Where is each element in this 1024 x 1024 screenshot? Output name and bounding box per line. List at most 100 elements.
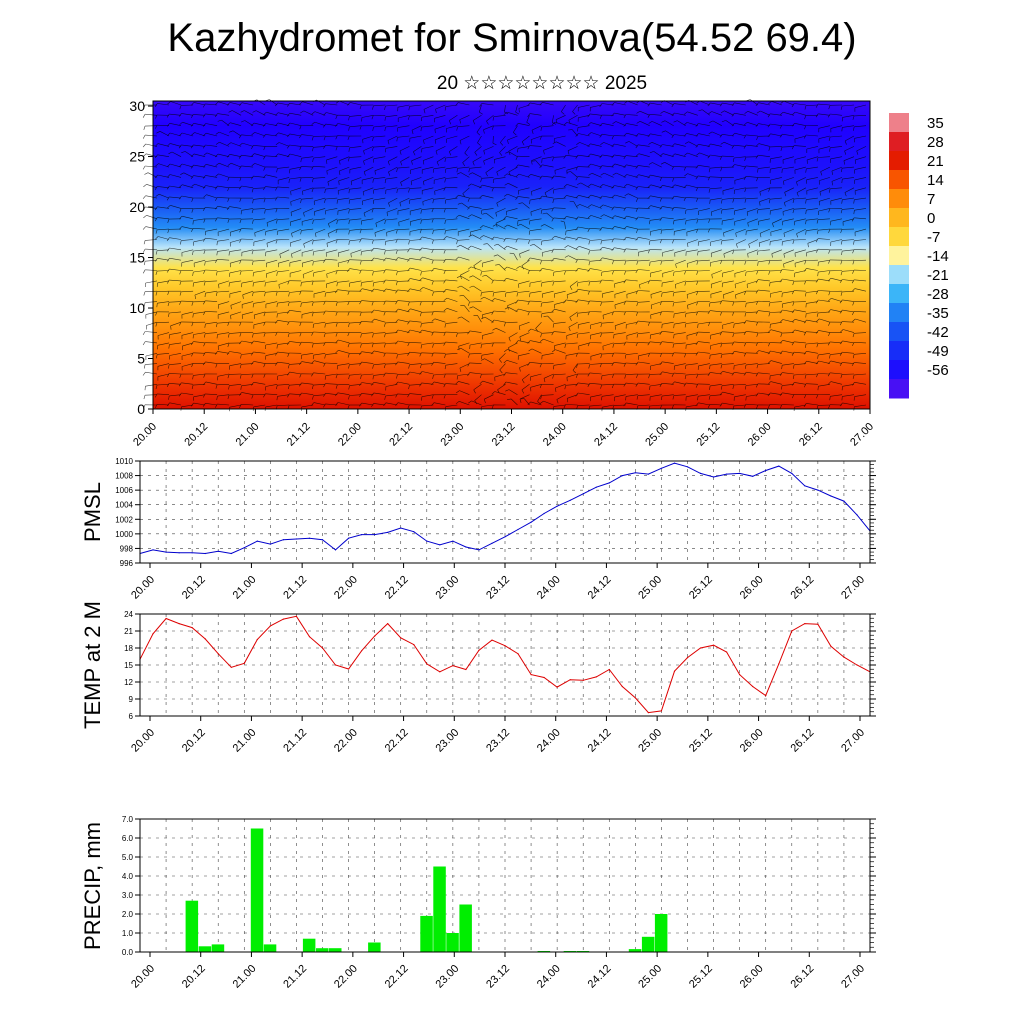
wind-barb bbox=[206, 152, 218, 157]
wind-barb bbox=[542, 353, 554, 356]
wind-barb-flag bbox=[755, 392, 759, 397]
wind-barb-flag bbox=[553, 272, 555, 277]
precip-bar bbox=[446, 933, 459, 952]
wind-barb-flag bbox=[324, 292, 326, 297]
wind-barb bbox=[145, 248, 158, 251]
pmsl-series-line bbox=[139, 462, 871, 555]
wind-barb-flag bbox=[360, 333, 362, 338]
wind-barb bbox=[510, 398, 518, 406]
wind-barb bbox=[481, 342, 494, 345]
y-tick-label: 6 bbox=[129, 712, 134, 721]
wind-barb-flag bbox=[659, 153, 664, 157]
wind-barb bbox=[218, 101, 230, 106]
wind-barb bbox=[613, 362, 626, 364]
wind-barb-flag bbox=[755, 123, 759, 127]
wind-barb-flag bbox=[166, 258, 170, 262]
temp2m-point bbox=[804, 623, 806, 625]
wind-barb bbox=[601, 279, 614, 282]
wind-barb-flag bbox=[519, 367, 521, 372]
wind-barb-flag bbox=[190, 341, 194, 346]
wind-barb-flag bbox=[743, 176, 747, 180]
temp2m-point bbox=[856, 664, 858, 666]
wind-barb bbox=[577, 216, 590, 220]
wind-barb-flag bbox=[756, 177, 759, 182]
y-tick-label: 9 bbox=[129, 695, 134, 704]
wind-barb bbox=[565, 384, 578, 386]
wind-barb-flag bbox=[720, 354, 723, 359]
wind-barb-flag bbox=[599, 103, 603, 108]
wind-barb bbox=[747, 111, 758, 116]
wind-barb bbox=[567, 146, 578, 151]
wind-barb bbox=[842, 394, 855, 397]
wind-barb bbox=[770, 381, 782, 385]
wind-barb bbox=[806, 301, 818, 304]
wind-barb bbox=[482, 184, 494, 189]
wind-barb bbox=[818, 270, 830, 273]
wind-barb bbox=[614, 185, 626, 189]
wind-barb-flag bbox=[796, 192, 799, 197]
wind-barb bbox=[770, 208, 782, 211]
wind-barb-flag bbox=[142, 341, 146, 346]
wind-barb-flag bbox=[541, 241, 543, 246]
wind-barb bbox=[244, 110, 254, 116]
pmsl-point bbox=[530, 521, 532, 523]
wind-barb-flag bbox=[828, 291, 831, 296]
wind-barb-flag bbox=[299, 321, 302, 327]
wind-barb bbox=[205, 332, 218, 334]
wind-barb bbox=[422, 329, 434, 333]
wind-barb-flag bbox=[659, 331, 663, 335]
wind-barb bbox=[661, 341, 674, 344]
wind-barb bbox=[289, 341, 302, 344]
wind-barb-flag bbox=[720, 141, 725, 145]
wind-barb-flag bbox=[202, 361, 206, 366]
wind-barb-flag bbox=[551, 249, 554, 253]
x-tick-label: 25.12 bbox=[687, 574, 715, 602]
wind-barb bbox=[434, 318, 446, 323]
wind-barb bbox=[230, 311, 242, 316]
wind-barb-flag bbox=[350, 253, 352, 258]
y-tick-label: 3.0 bbox=[122, 891, 134, 900]
wind-barb bbox=[349, 394, 362, 396]
wind-barb-flag bbox=[803, 351, 807, 355]
wind-barb bbox=[554, 301, 566, 305]
wind-barb-flag bbox=[625, 141, 630, 144]
wind-barb bbox=[265, 249, 278, 253]
wind-barb-flag bbox=[155, 404, 158, 409]
wind-barb bbox=[457, 125, 470, 127]
wind-barb bbox=[830, 218, 843, 222]
wind-barb bbox=[302, 270, 314, 275]
wind-barb-flag bbox=[266, 222, 269, 227]
wind-barb-flag bbox=[563, 236, 567, 241]
wind-barb-flag bbox=[482, 274, 487, 277]
colorbar-label: 21 bbox=[927, 153, 944, 170]
wind-barb bbox=[157, 332, 170, 336]
wind-barb bbox=[842, 166, 855, 169]
pmsl-point bbox=[517, 528, 519, 531]
wind-barb-flag bbox=[636, 229, 638, 234]
wind-barb bbox=[373, 187, 386, 191]
wind-barb-flag bbox=[767, 133, 771, 138]
wind-barb-flag bbox=[335, 146, 338, 151]
wind-barb bbox=[157, 393, 170, 395]
wind-barb bbox=[242, 290, 254, 296]
wind-barb bbox=[601, 133, 614, 137]
wind-barb-flag bbox=[783, 253, 785, 258]
wind-barb-flag bbox=[647, 184, 652, 188]
wind-barb bbox=[458, 342, 470, 347]
wind-barb bbox=[519, 363, 530, 368]
wind-barb bbox=[529, 145, 542, 147]
wind-barb-flag bbox=[839, 321, 843, 326]
wind-barb-flag bbox=[540, 333, 542, 338]
wind-barb-flag bbox=[827, 372, 831, 377]
wind-barb bbox=[338, 249, 350, 254]
wind-barb bbox=[554, 135, 566, 139]
wind-barb-flag bbox=[755, 372, 759, 377]
wind-barb bbox=[313, 402, 326, 406]
wind-barb bbox=[747, 249, 758, 254]
wind-barb-flag bbox=[731, 164, 735, 168]
pmsl-point bbox=[282, 539, 284, 541]
wind-barb-flag bbox=[178, 144, 182, 149]
wind-barb-flag bbox=[299, 166, 302, 171]
wind-barb bbox=[637, 186, 650, 189]
wind-barb bbox=[459, 363, 470, 369]
